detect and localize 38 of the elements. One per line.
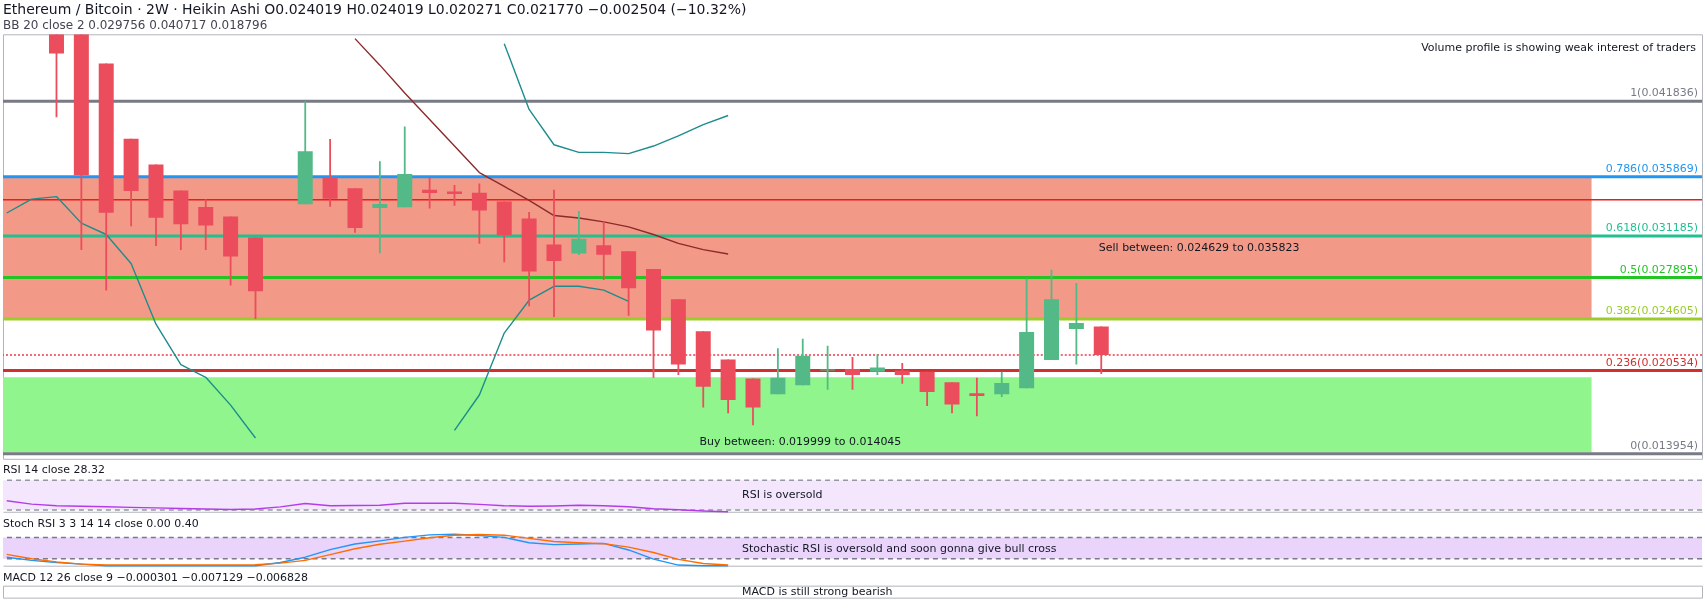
- candlestick: [944, 381, 960, 415]
- candlestick: [869, 353, 885, 376]
- candlestick: [894, 362, 910, 385]
- candlestick: [596, 220, 612, 282]
- ref-line-label: 0.236(0.020534): [1605, 355, 1699, 369]
- ref-line-label: 0.5(0.027895): [1619, 262, 1699, 276]
- candlestick: [322, 138, 338, 208]
- band-label: Sell between: 0.024629 to 0.035823: [1098, 241, 1300, 255]
- candlestick: [447, 184, 462, 207]
- chart-subtitle: BB 20 close 2 0.029756 0.040717 0.018796: [3, 18, 268, 33]
- ref-line-label: 0.382(0.024605): [1605, 304, 1699, 318]
- annotation: Stochastic RSI is oversold and soon gonna give bull cross: [742, 541, 1057, 555]
- candlestick: [422, 176, 438, 210]
- candlestick: [198, 198, 214, 251]
- band-label: Buy between: 0.019999 to 0.014045: [699, 434, 902, 448]
- candlestick: [969, 376, 985, 418]
- chart-title: RSI 14 close 28.32: [3, 462, 105, 476]
- candlestick: [372, 160, 388, 255]
- text: RSI is oversold: [742, 487, 823, 501]
- chart-title: Stoch RSI 3 3 14 14 close 0.00 0.40: [3, 516, 199, 530]
- ref-line-label: 0.618(0.031185): [1605, 220, 1699, 234]
- candlestick: [1068, 282, 1084, 366]
- candlestick: [571, 210, 587, 256]
- chart-title: Ethereum / Bitcoin · 2W · Heikin Ashi O0.024019 H0.024019 L0.020271 C0.021770 −0.002504 (−10.32%): [3, 1, 747, 18]
- annotation: Volume profile is showing weak interest of traders: [1421, 41, 1697, 55]
- ref-line-label: 1(0.041836): [1630, 86, 1699, 100]
- ref-line-label: 0.786(0.035869): [1605, 161, 1699, 175]
- candlestick: [471, 182, 487, 245]
- candlestick: [919, 370, 935, 407]
- candlestick: [770, 347, 786, 396]
- candlestick: [546, 188, 562, 318]
- ref-line-label: 0(0.013954): [1630, 438, 1699, 452]
- candlestick: [820, 344, 836, 391]
- text: MACD is still strong bearish: [742, 584, 893, 598]
- candlestick: [845, 356, 860, 391]
- candlestick: [994, 370, 1010, 398]
- text: MACD 12 26 close 9 −0.000301 −0.007129 −0.006828: [3, 570, 309, 584]
- candlestick: [48, 34, 64, 119]
